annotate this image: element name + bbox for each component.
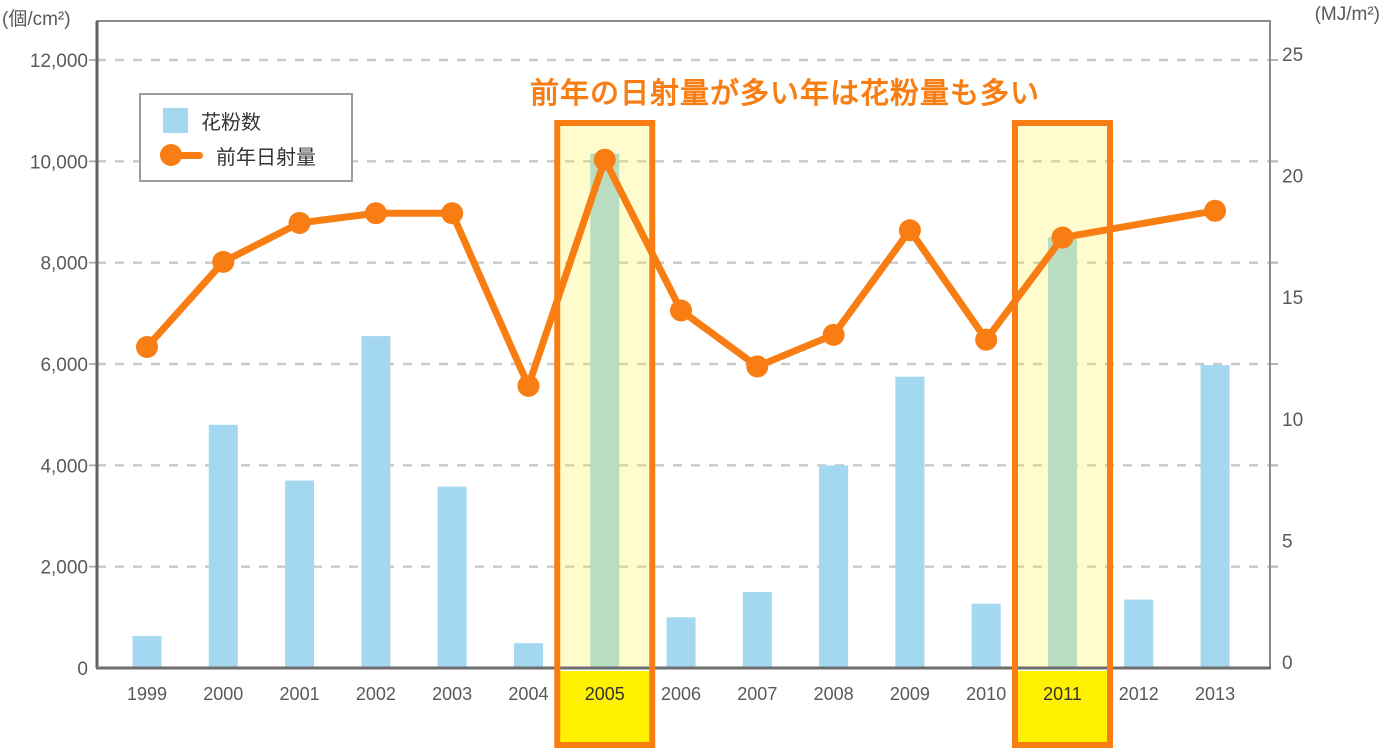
x-tick-label-2002: 2002 <box>356 684 396 704</box>
radiation-line <box>143 156 1219 390</box>
left-axis-tick-label: 10,000 <box>30 152 88 173</box>
x-tick-label-2012: 2012 <box>1119 684 1159 704</box>
radiation-point-2011 <box>1051 226 1074 249</box>
left-axis-tick-label: 2,000 <box>40 558 88 579</box>
x-tick-label-2007: 2007 <box>737 684 777 704</box>
highlight-border-2011 <box>1011 120 1113 748</box>
x-tick-label-2000: 2000 <box>203 684 243 704</box>
bar-2005 <box>590 153 620 668</box>
x-tick-label-2011: 2011 <box>1043 684 1082 704</box>
bar-2001 <box>285 480 315 668</box>
radiation-point-2004 <box>517 374 540 397</box>
bar-2013 <box>1200 365 1230 668</box>
bar-1999 <box>132 636 162 668</box>
radiation-point-2005 <box>593 148 616 171</box>
bar-2012 <box>1124 599 1154 668</box>
right-axis-tick-label: 15 <box>1282 288 1303 309</box>
highlight-fill-2005 <box>557 123 653 668</box>
radiation-point-2008 <box>822 323 845 346</box>
bar-2011 <box>1047 237 1077 669</box>
x-tick-label-2006: 2006 <box>661 684 701 704</box>
x-tick-label-2008: 2008 <box>814 684 854 704</box>
pollen-bar-swatch-icon <box>163 107 188 133</box>
left-axis-tick-label: 4,000 <box>40 456 88 477</box>
bar-2007 <box>742 592 772 668</box>
radiation-point-2010 <box>975 328 998 351</box>
legend-item-radiation: 前年日射量 <box>160 142 351 169</box>
left-axis-tick-label: 0 <box>77 659 88 680</box>
bar-2006 <box>666 617 696 668</box>
right-axis-tick-label: 10 <box>1282 410 1303 431</box>
radiation-point-icon <box>160 144 182 166</box>
radiation-point-2003 <box>441 202 464 225</box>
chart-annotation-title: 前年の日射量が多い年は花粉量も多い <box>529 78 1040 110</box>
bar-2009 <box>895 376 925 668</box>
legend-label-pollen: 花粉数 <box>201 111 261 134</box>
radiation-point-2007 <box>746 355 769 378</box>
highlight-border-2005 <box>554 120 656 748</box>
bar-2000 <box>208 424 238 668</box>
legend-item-pollen: 花粉数 <box>163 107 351 134</box>
right-axis-tick-label: 0 <box>1282 653 1293 674</box>
x-tick-label-2003: 2003 <box>432 684 472 704</box>
bar-2008 <box>819 465 849 668</box>
x-tick-label-2009: 2009 <box>890 684 930 704</box>
bar-2002 <box>361 336 391 668</box>
highlight-label-bg-2011 <box>1014 671 1110 745</box>
left-axis-tick-label: 12,000 <box>30 51 88 72</box>
bar-2010 <box>971 603 1001 668</box>
radiation-point-2000 <box>212 250 235 273</box>
right-axis-unit-label: (MJ/m²) <box>1314 4 1380 25</box>
radiation-point-2009 <box>898 219 921 242</box>
radiation-point-2013 <box>1204 199 1227 222</box>
right-axis-tick-label: 5 <box>1282 531 1293 552</box>
radiation-line-swatch-icon <box>160 144 203 166</box>
right-axis-tick-label: 25 <box>1282 45 1303 66</box>
x-tick-label-1999: 1999 <box>127 684 167 704</box>
radiation-point-1999 <box>136 335 158 358</box>
radiation-point-2001 <box>288 211 311 234</box>
left-axis-unit-label: (個/cm²) <box>2 9 71 30</box>
legend: 花粉数 前年日射量 <box>139 93 353 182</box>
radiation-point-2006 <box>670 299 693 322</box>
x-tick-label-2013: 2013 <box>1195 684 1235 704</box>
radiation-point-2002 <box>364 202 387 225</box>
left-axis-tick-label: 8,000 <box>40 254 88 275</box>
bar-2004 <box>513 643 543 668</box>
legend-label-radiation: 前年日射量 <box>216 146 316 169</box>
x-tick-label-2010: 2010 <box>966 684 1006 704</box>
left-axis-tick-label: 6,000 <box>40 355 88 376</box>
right-axis-tick-label: 20 <box>1282 167 1303 188</box>
x-tick-label-2001: 2001 <box>280 684 320 704</box>
highlight-fill-2011 <box>1014 123 1110 668</box>
highlight-label-bg-2005 <box>557 671 653 745</box>
x-tick-label-2005: 2005 <box>585 684 625 704</box>
x-tick-label-2004: 2004 <box>508 684 548 704</box>
bar-2003 <box>437 486 467 668</box>
